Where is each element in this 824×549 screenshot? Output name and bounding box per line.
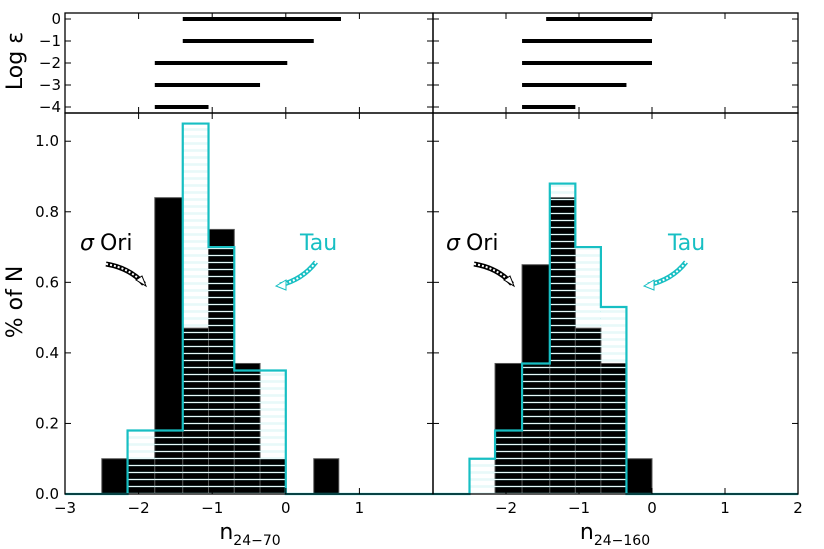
axes-frame-3	[432, 112, 799, 495]
bar-sigma-ori-0	[101, 458, 129, 495]
annotation-tau-left: Tau	[299, 231, 337, 256]
annotation-sigma-ori-left: σ Ori	[80, 231, 132, 256]
annotation-sigma-ori-right: σ Ori	[446, 231, 498, 256]
y-tick-label-0: 0.0	[35, 485, 59, 503]
x-axis-label-right: n24−160	[580, 520, 650, 549]
log-epsilon-panel-right	[522, 17, 652, 109]
bar-tau-overlap-2	[182, 123, 209, 494]
x-tick-label-0-1: −2	[128, 499, 150, 517]
x-tick-label-0-0: −3	[54, 499, 76, 517]
top-y-tick-label-3: −3	[39, 76, 61, 94]
bar-sigma-ori-7	[313, 458, 340, 495]
x-axis-label-left: n24−70	[219, 520, 280, 549]
bar-tau-overlap-1	[495, 430, 523, 494]
bar-tau-overlap-3	[549, 183, 576, 495]
x-tick-label-1-1: −2	[495, 499, 517, 517]
y-tick-label-1: 0.2	[35, 414, 59, 432]
arrow-tau-right-icon	[642, 260, 688, 291]
histogram-panel-right	[433, 182, 798, 496]
axis-ticks: 0.0 0.2 0.4 0.6 0.8 1.0 0 −1 −2 −3 −4 −3 −2 −1 0 1 −2 −1 0…	[35, 10, 803, 517]
bar-tau-overlap-2	[522, 363, 550, 494]
bar-tau-overlap-0	[469, 458, 496, 494]
bar-tau-overlap-1	[154, 430, 183, 494]
top-y-tick-label-2: −2	[39, 54, 61, 72]
top-y-tick-label-0: 0	[51, 10, 61, 28]
arrow-tau-left-icon	[274, 260, 318, 291]
tau-outline-0	[65, 122, 433, 496]
bar-tau-overlap-4	[234, 370, 261, 494]
bar-tau-overlap-0	[127, 430, 155, 494]
y-tick-label-4: 0.8	[35, 203, 59, 221]
main-y-axis-label: % of N	[3, 266, 28, 339]
x-tick-label-0-2: −1	[201, 499, 223, 517]
top-y-tick-label-1: −1	[39, 32, 61, 50]
top-y-tick-label-4: −4	[39, 98, 61, 116]
x-tick-label-0-4: 1	[355, 499, 365, 517]
arrow-sigma-ori-left-icon	[105, 261, 148, 288]
x-tick-label-1-4: 1	[720, 499, 730, 517]
x-tick-label-1-3: 0	[647, 499, 657, 517]
y-tick-label-2: 0.4	[35, 344, 59, 362]
y-tick-label-3: 0.6	[35, 273, 59, 291]
annotation-tau-right: Tau	[667, 231, 705, 256]
bar-tau-overlap-4	[575, 247, 601, 494]
log-epsilon-panel-left	[154, 17, 341, 109]
x-tick-label-0-3: 0	[281, 499, 291, 517]
y-tick-label-5: 1.0	[35, 132, 59, 150]
arrow-sigma-ori-right-icon	[473, 261, 516, 288]
top-y-axis-label: Log ε	[3, 32, 28, 90]
x-tick-label-1-5: 2	[793, 499, 803, 517]
histogram-panel-left	[65, 122, 433, 496]
tau-outline-1	[433, 182, 798, 496]
bar-tau-overlap-3	[208, 247, 235, 494]
bar-tau-overlap-5	[600, 307, 627, 494]
bar-sigma-ori-5	[625, 458, 653, 495]
bar-tau-overlap-5	[260, 370, 286, 494]
x-tick-label-1-2: −1	[568, 499, 590, 517]
